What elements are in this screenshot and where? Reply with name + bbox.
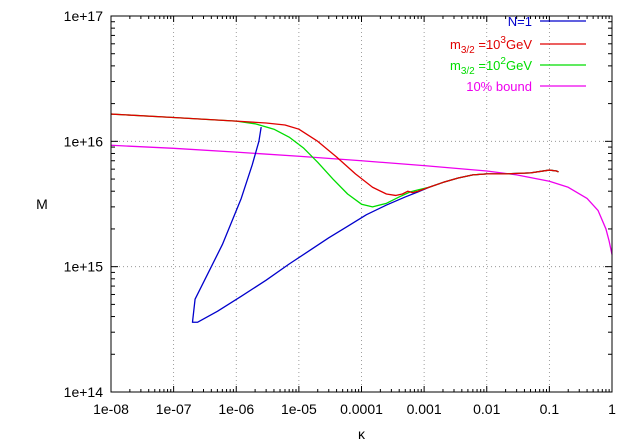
x-tick-label: 0.1 (540, 401, 560, 417)
y-tick-label: 1e+16 (64, 133, 104, 149)
y-tick-label: 1e+17 (64, 8, 104, 24)
legend-label: m3/2 =102GeV (450, 56, 532, 77)
y-axis-label: M (36, 196, 48, 212)
x-tick-label: 1e-08 (93, 401, 129, 417)
y-tick-label: 1e+14 (64, 384, 104, 400)
x-tick-label: 1e-06 (218, 401, 254, 417)
y-tick-label: 1e+15 (64, 259, 104, 275)
legend-label-mid: =10 (475, 58, 501, 73)
x-tick-label: 1 (608, 401, 616, 417)
series-line-1 (110, 113, 559, 197)
legend-label-post: GeV (506, 58, 532, 73)
legend-label-sup: 2 (500, 56, 506, 67)
legend-label-sup: 3 (500, 35, 506, 46)
x-tick-label: 0.001 (407, 401, 442, 417)
series-line-2 (110, 113, 559, 208)
x-tick-label: 1e-05 (281, 401, 317, 417)
legend-label-sub: 3/2 (461, 66, 475, 77)
x-tick-label: 0.01 (473, 401, 500, 417)
legend-label-mid: =10 (475, 37, 501, 52)
legend-label-post: GeV (506, 37, 532, 52)
tick-labels: 1e-08 1e-07 1e-06 1e-05 0.0001 0.001 0.01 0.1 1 1… (64, 8, 616, 417)
series-line-0 (191, 126, 559, 323)
legend-label: N=1 (508, 14, 532, 29)
legend-label: m3/2 =103GeV (450, 35, 532, 56)
legend-label-main: m (450, 58, 461, 73)
legend-label-sub: 3/2 (461, 45, 475, 56)
ticks (110, 15, 613, 393)
x-tick-label: 1e-07 (156, 401, 192, 417)
legend-label: 10% bound (466, 79, 532, 94)
series-line-3 (110, 144, 613, 255)
x-axis-label: κ (358, 426, 366, 442)
series-layer (110, 113, 613, 323)
x-tick-label: 0.0001 (340, 401, 383, 417)
legend-label-main: m (450, 37, 461, 52)
